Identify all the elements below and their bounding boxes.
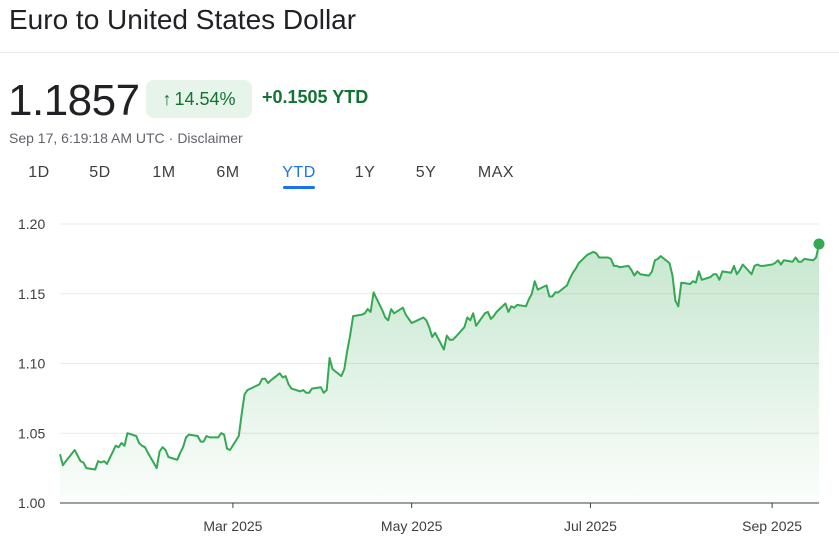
absolute-change: +0.1505 YTD [262, 87, 369, 107]
percent-change-value: 14.54% [174, 88, 236, 109]
price-chart[interactable]: 1.00 1.05 1.10 1.15 1.20 Mar 2025 May 2025 Jul… [0, 190, 839, 547]
x-tick-label: Mar 2025 [203, 518, 262, 534]
current-price: 1.1857 [8, 76, 140, 125]
tab-1m[interactable]: 1M [152, 164, 176, 181]
disclaimer-link[interactable]: Disclaimer [177, 130, 243, 146]
tab-5d[interactable]: 5D [89, 164, 111, 181]
percent-change-badge: ↑ 14.54% [146, 80, 252, 118]
x-tick-label: May 2025 [381, 518, 443, 534]
y-tick-label: 1.10 [18, 356, 45, 372]
quote-timestamp: Sep 17, 6:19:18 AM UTC [9, 130, 165, 146]
meta-separator: · [168, 130, 174, 146]
header-divider [0, 52, 839, 53]
chart-series-line [59, 243, 820, 471]
page-title: Euro to United States Dollar [9, 4, 357, 35]
active-tab-underline [283, 186, 315, 189]
y-tick-label: 1.00 [18, 495, 45, 511]
y-tick-label: 1.15 [18, 286, 45, 302]
tab-max[interactable]: MAX [477, 164, 515, 181]
x-tick-label: Sep 2025 [742, 518, 802, 534]
quote-meta: Sep 17, 6:19:18 AM UTC · Disclaimer [9, 130, 243, 146]
tab-1d[interactable]: 1D [28, 164, 50, 181]
latest-value-dot [813, 238, 825, 250]
y-tick-label: 1.05 [18, 425, 45, 441]
tab-6m[interactable]: 6M [216, 164, 240, 181]
range-tabs: 1D 5D 1M 6M YTD 1Y 5Y MAX [0, 160, 560, 190]
x-tick-label: Jul 2025 [564, 518, 617, 534]
arrow-up-icon: ↑ [162, 88, 172, 109]
tab-5y[interactable]: 5Y [415, 164, 437, 181]
tab-1y[interactable]: 1Y [354, 164, 376, 181]
chart-area-fill [60, 243, 819, 503]
y-tick-label: 1.20 [18, 216, 45, 232]
tab-ytd[interactable]: YTD [282, 164, 316, 181]
